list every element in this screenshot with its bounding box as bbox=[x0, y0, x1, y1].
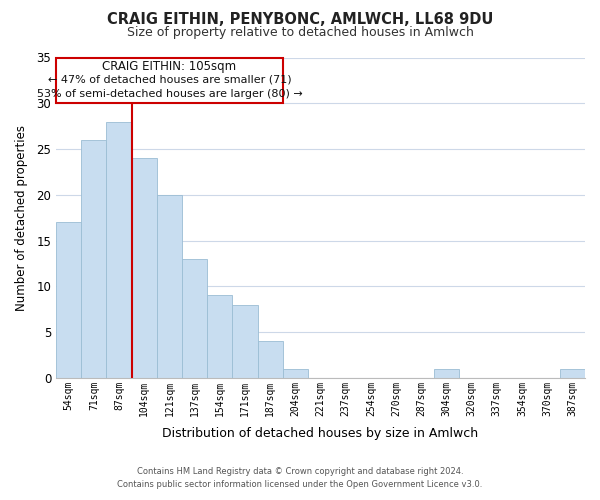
Y-axis label: Number of detached properties: Number of detached properties bbox=[15, 124, 28, 310]
Bar bbox=[182, 259, 207, 378]
Bar bbox=[56, 222, 81, 378]
Bar bbox=[283, 368, 308, 378]
Bar bbox=[131, 158, 157, 378]
X-axis label: Distribution of detached houses by size in Amlwch: Distribution of detached houses by size … bbox=[163, 427, 479, 440]
FancyBboxPatch shape bbox=[56, 58, 283, 104]
Text: CRAIG EITHIN, PENYBONC, AMLWCH, LL68 9DU: CRAIG EITHIN, PENYBONC, AMLWCH, LL68 9DU bbox=[107, 12, 493, 28]
Text: Size of property relative to detached houses in Amlwch: Size of property relative to detached ho… bbox=[127, 26, 473, 39]
Bar bbox=[106, 122, 131, 378]
Bar bbox=[560, 368, 585, 378]
Bar bbox=[232, 304, 257, 378]
Bar bbox=[207, 296, 232, 378]
Text: 53% of semi-detached houses are larger (80) →: 53% of semi-detached houses are larger (… bbox=[37, 88, 302, 99]
Text: ← 47% of detached houses are smaller (71): ← 47% of detached houses are smaller (71… bbox=[47, 75, 291, 85]
Text: Contains HM Land Registry data © Crown copyright and database right 2024.
Contai: Contains HM Land Registry data © Crown c… bbox=[118, 467, 482, 489]
Bar bbox=[81, 140, 106, 378]
Bar bbox=[434, 368, 459, 378]
Bar bbox=[157, 195, 182, 378]
Bar bbox=[257, 341, 283, 378]
Text: CRAIG EITHIN: 105sqm: CRAIG EITHIN: 105sqm bbox=[103, 60, 236, 73]
